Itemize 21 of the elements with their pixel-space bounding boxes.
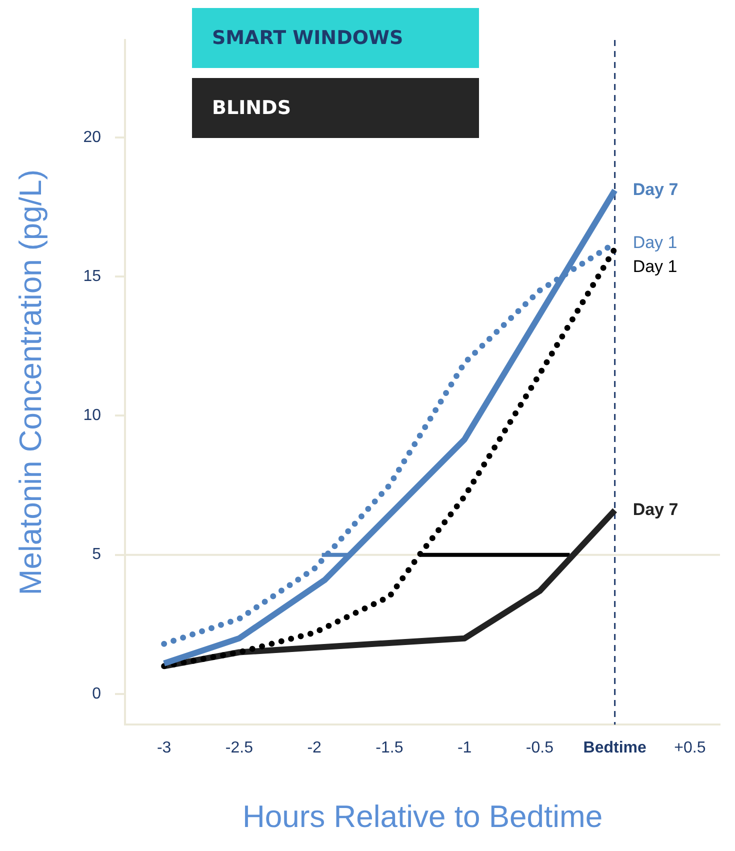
x-tick-label: -1.5 xyxy=(376,740,404,757)
label-box: SMART WINDOWS xyxy=(192,8,479,68)
x-tick-label: +0.5 xyxy=(674,740,706,757)
x-tick-label: -2.5 xyxy=(225,740,254,757)
y-axis-title: Melatonin Concentration (pg/L) xyxy=(13,169,48,596)
x-tick-label: -1 xyxy=(457,740,472,757)
series-label: Day 1 xyxy=(632,232,678,252)
x-axis-title: Hours Relative to Bedtime xyxy=(242,798,603,834)
y-tick-label: 10 xyxy=(83,407,102,424)
y-tick-label: 20 xyxy=(83,128,102,146)
x-tick-label: Bedtime xyxy=(583,740,646,757)
y-tick-label: 0 xyxy=(92,685,102,702)
label-box: BLINDS xyxy=(192,78,479,138)
series-label: Day 1 xyxy=(632,256,678,276)
x-tick-label: -3 xyxy=(156,740,172,757)
x-tick-label: -0.5 xyxy=(526,740,554,757)
y-tick-label: 15 xyxy=(83,268,102,285)
series-label: Day 7 xyxy=(632,180,678,199)
y-tick-label: 5 xyxy=(92,546,102,564)
x-tick-label: -2 xyxy=(307,740,322,757)
series-label: Day 7 xyxy=(632,500,678,519)
